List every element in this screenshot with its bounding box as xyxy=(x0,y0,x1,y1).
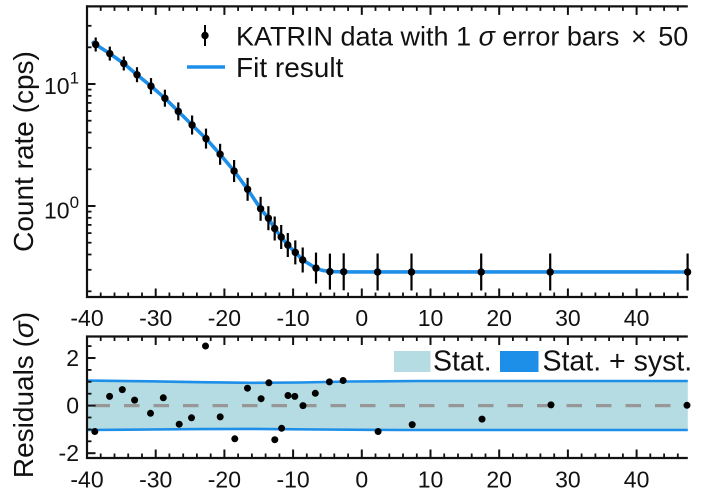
svg-text:KATRIN data with 1 σ error bar: KATRIN data with 1 σ error bars × 50 xyxy=(236,22,688,52)
svg-text:0: 0 xyxy=(66,393,79,419)
svg-text:-10: -10 xyxy=(276,467,309,493)
svg-text:2: 2 xyxy=(66,345,79,371)
svg-text:-40: -40 xyxy=(70,467,103,493)
svg-text:10: 10 xyxy=(418,467,444,493)
svg-text:Stat. + syst.: Stat. + syst. xyxy=(543,346,693,378)
svg-text:20: 20 xyxy=(486,467,512,493)
svg-text:100: 100 xyxy=(44,193,79,224)
svg-text:-2: -2 xyxy=(59,440,79,466)
svg-text:-20: -20 xyxy=(208,467,241,493)
svg-text:-30: -30 xyxy=(139,305,172,331)
svg-text:Residuals (σ): Residuals (σ) xyxy=(8,312,39,478)
svg-text:40: 40 xyxy=(624,305,650,331)
svg-text:30: 30 xyxy=(555,305,581,331)
svg-text:10: 10 xyxy=(418,305,444,331)
svg-text:-40: -40 xyxy=(70,305,103,331)
svg-text:Count rate (cps): Count rate (cps) xyxy=(8,51,39,252)
svg-text:0: 0 xyxy=(355,305,368,331)
svg-text:-30: -30 xyxy=(139,467,172,493)
svg-text:Fit result: Fit result xyxy=(236,52,344,83)
svg-text:-10: -10 xyxy=(276,305,309,331)
svg-text:-20: -20 xyxy=(208,305,241,331)
svg-text:20: 20 xyxy=(486,305,512,331)
svg-text:0: 0 xyxy=(355,467,368,493)
svg-text:30: 30 xyxy=(555,467,581,493)
svg-text:Stat.: Stat. xyxy=(433,346,492,378)
svg-text:40: 40 xyxy=(624,467,650,493)
